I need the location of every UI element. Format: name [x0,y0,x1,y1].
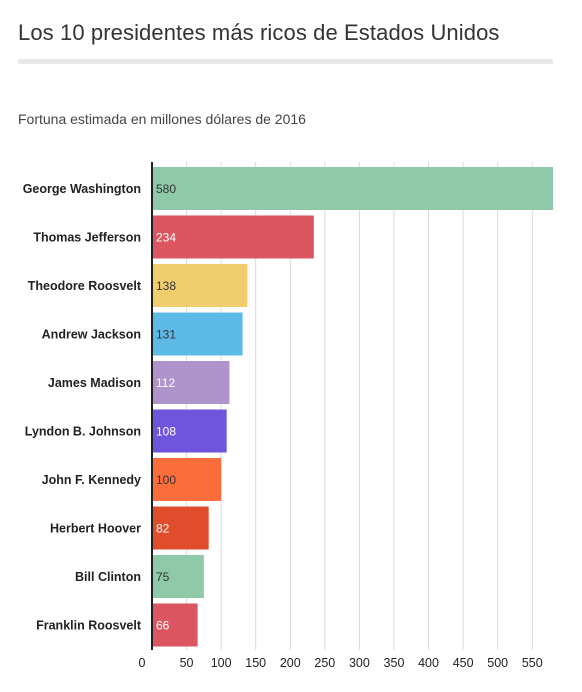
bar [152,312,243,356]
value-label: 82 [156,522,170,536]
labels: 0 50 100 150 200 250 300 350 400 450 500 550 George … [23,182,543,670]
value-label: 100 [156,473,176,487]
value-label: 108 [156,425,176,439]
value-label: 75 [156,570,170,584]
category-label: Bill Clinton [75,570,141,584]
x-tick-label: 350 [384,656,405,670]
category-label: James Madison [48,376,141,390]
x-tick-label: 450 [453,656,474,670]
x-tick-label: 150 [245,656,266,670]
value-label: 112 [156,376,175,390]
x-tick-label: 500 [487,656,508,670]
x-tick-label: 200 [280,656,301,670]
category-label: Lyndon B. Johnson [25,425,141,439]
bar [152,361,230,404]
value-label: 131 [156,328,176,342]
x-tick-label: 0 [139,656,146,670]
bar [152,603,198,647]
bar [152,167,553,210]
x-tick-label: 400 [418,656,439,670]
category-label: Andrew Jackson [42,328,141,342]
x-tick-label: 100 [211,656,232,670]
value-label: 138 [156,279,176,293]
category-label: George Washington [23,182,141,196]
title-divider [18,59,553,64]
x-tick-label: 550 [522,656,543,670]
category-label: Thomas Jefferson [33,231,141,245]
value-label: 234 [156,231,176,245]
category-label: Herbert Hoover [50,522,141,536]
bar [152,555,204,598]
chart-title: Los 10 presidentes más ricos de Estados … [18,20,500,45]
value-label: 580 [156,182,176,196]
bar [152,458,222,501]
x-tick-label: 50 [180,656,194,670]
bars [152,167,553,647]
x-tick-label: 250 [314,656,335,670]
bar [152,215,314,259]
value-label: 66 [156,619,170,633]
chart-subtitle: Fortuna estimada en millones dólares de … [18,111,306,127]
x-tick-label: 300 [349,656,370,670]
category-label: Theodore Roosvelt [28,279,142,293]
bar [152,409,227,453]
bar [152,264,248,307]
category-label: Franklin Roosvelt [36,619,142,633]
category-label: John F. Kennedy [42,473,141,487]
bar [152,506,209,550]
